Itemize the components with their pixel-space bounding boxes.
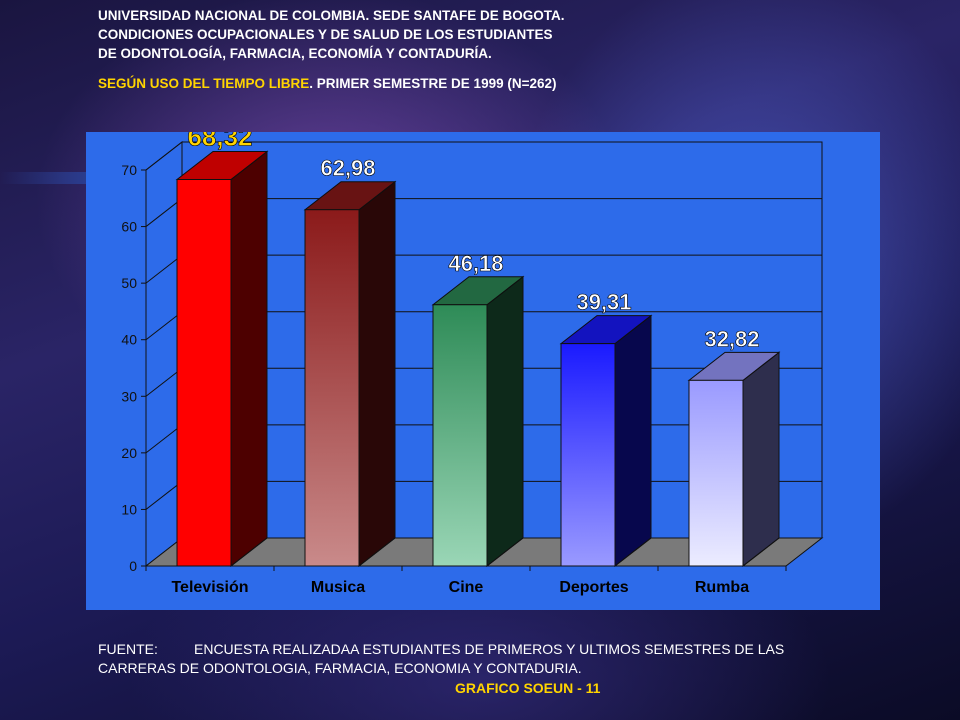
chart-subtitle: SEGÚN USO DEL TIEMPO LIBRE. PRIMER SEMES… <box>98 74 738 93</box>
bar-value-label: 62,98 <box>320 156 375 181</box>
bar-chart: 0 10 20 30 40 50 60 70 68,32 Televisión 62,98 Music… <box>121 132 824 596</box>
chart-area: 0 10 20 30 40 50 60 70 68,32 Televisión 62,98 Music… <box>86 132 880 610</box>
y-tick-label: 10 <box>121 501 137 517</box>
bar <box>176 179 232 567</box>
footer-line-2: CARRERAS DE ODONTOLOGIA, FARMACIA, ECONO… <box>98 660 582 676</box>
x-tick-label: Rumba <box>695 579 749 596</box>
bar-top-shade <box>305 181 395 210</box>
bar-side-shade <box>742 351 780 568</box>
bar-value-label: 46,18 <box>448 251 503 276</box>
x-tick-label: Musica <box>311 579 365 596</box>
y-tick-label: 40 <box>121 332 137 348</box>
y-tick-label: 70 <box>121 162 137 178</box>
footer-source: FUENTE: ENCUESTA REALIZADAA ESTUDIANTES D… <box>98 640 898 678</box>
bar-top-shade <box>433 276 523 305</box>
x-tick-label: Cine <box>449 579 484 596</box>
title-line-2: CONDICIONES OCUPACIONALES Y DE SALUD DE … <box>98 27 553 42</box>
bar-side-shade <box>486 275 524 568</box>
bar <box>432 304 488 567</box>
bar-value-label: 68,32 <box>187 132 252 152</box>
bar <box>304 209 360 567</box>
y-tick-label: 0 <box>129 558 137 574</box>
bar-top-shade <box>689 352 779 381</box>
title-line-1: UNIVERSIDAD NACIONAL DE COLOMBIA. SEDE S… <box>98 8 565 23</box>
gridline-side <box>145 424 183 454</box>
title-line-3: DE ODONTOLOGÍA, FARMACIA, ECONOMÍA Y CON… <box>98 46 492 61</box>
bar-side-shade <box>358 180 396 568</box>
gridline-side <box>145 198 183 227</box>
x-tick-label: Televisión <box>171 579 248 596</box>
chart-title: UNIVERSIDAD NACIONAL DE COLOMBIA. SEDE S… <box>98 6 718 63</box>
bar-top-shade <box>177 151 267 180</box>
bar-value-label: 39,31 <box>576 290 631 315</box>
subtitle-highlight: SEGÚN USO DEL TIEMPO LIBRE <box>98 76 310 91</box>
bar <box>560 343 616 567</box>
y-tick-label: 30 <box>121 388 137 404</box>
x-tick-label: Deportes <box>559 579 628 596</box>
decorative-bar <box>0 172 88 184</box>
bar-value-label: 32,82 <box>704 326 759 351</box>
gridline-side <box>145 367 183 397</box>
y-tick-label: 20 <box>121 445 137 461</box>
figure-code: GRAFICO SOEUN - 11 <box>455 680 601 696</box>
footer-label: FUENTE: <box>98 641 158 657</box>
bar-top-shade <box>561 315 651 344</box>
subtitle-rest: . PRIMER SEMESTRE DE 1999 (N=262) <box>309 76 557 91</box>
gridline-side <box>145 481 183 510</box>
bar-side-shade <box>230 150 268 568</box>
footer-line-1: ENCUESTA REALIZADAA ESTUDIANTES DE PRIME… <box>194 641 785 657</box>
y-tick-label: 60 <box>121 219 137 235</box>
gridline-side <box>145 254 183 284</box>
y-tick-label: 50 <box>121 275 137 291</box>
gridline-side <box>145 311 183 341</box>
bar <box>688 379 744 567</box>
bar-side-shade <box>614 314 652 568</box>
